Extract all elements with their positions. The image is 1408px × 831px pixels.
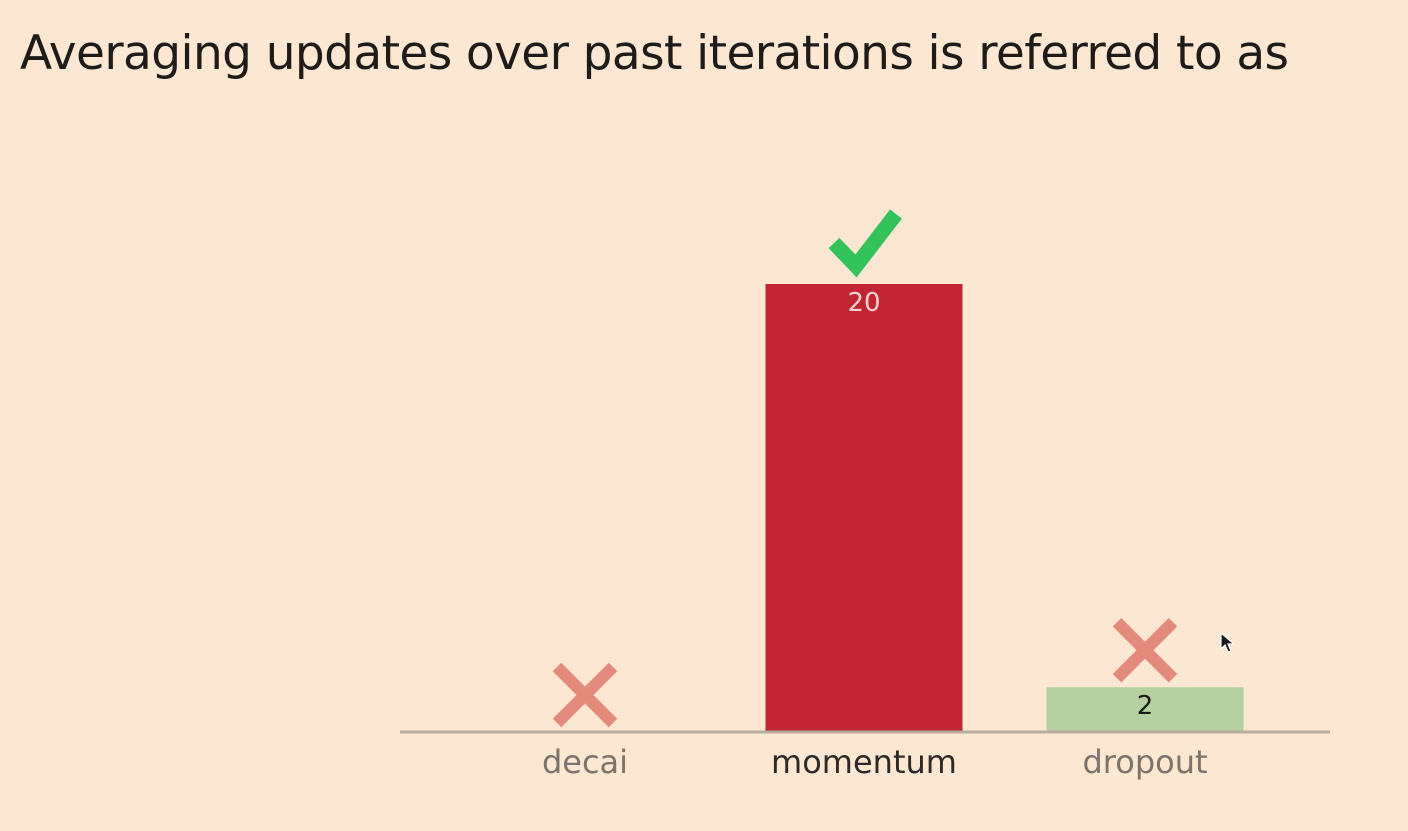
answer-marks-layer	[552, 209, 1178, 728]
cursor-pointer-icon	[1220, 632, 1236, 653]
value-label-momentum: 20	[847, 288, 880, 318]
bar-dropout	[1046, 687, 1244, 732]
value-label-dropout: 2	[1137, 691, 1154, 721]
category-label-dropout: dropout	[1082, 743, 1207, 781]
check-icon	[828, 209, 902, 278]
category-label-momentum: momentum	[771, 743, 957, 781]
category-label-decai: decai	[542, 743, 628, 781]
cross-icon	[1112, 617, 1178, 683]
bar-momentum	[765, 284, 963, 732]
question-title: Averaging updates over past iterations i…	[20, 26, 1289, 81]
bars-layer	[765, 284, 1244, 732]
category-labels-layer: decai 20 momentum 2 dropout	[542, 288, 1208, 781]
cross-icon	[552, 662, 618, 728]
